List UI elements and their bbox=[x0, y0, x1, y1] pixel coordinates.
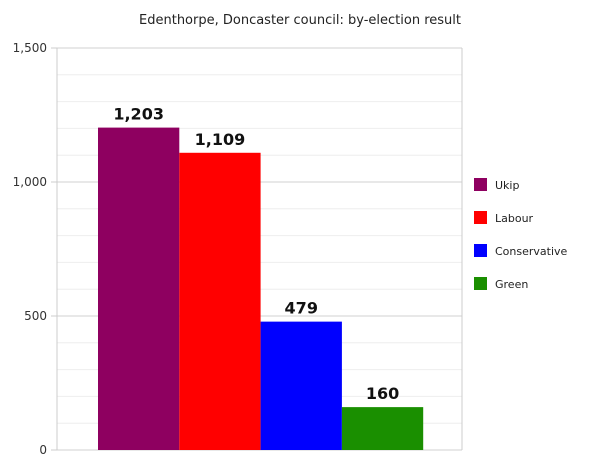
legend-label-ukip: Ukip bbox=[495, 179, 519, 192]
bar-ukip bbox=[98, 127, 180, 450]
data-label-labour: 1,109 bbox=[195, 130, 246, 149]
chart-title: Edenthorpe, Doncaster council: by-electi… bbox=[139, 13, 461, 28]
bars bbox=[98, 127, 424, 450]
legend-swatch-conservative bbox=[474, 244, 487, 257]
legend: Ukip Labour Conservative Green bbox=[474, 178, 568, 291]
data-label-green: 160 bbox=[366, 384, 399, 403]
data-label-ukip: 1,203 bbox=[113, 105, 164, 124]
legend-label-conservative: Conservative bbox=[495, 245, 568, 258]
legend-swatch-ukip bbox=[474, 178, 487, 191]
data-labels: 1,203 1,109 479 160 bbox=[113, 105, 399, 404]
legend-label-labour: Labour bbox=[495, 212, 534, 225]
bar-conservative bbox=[260, 321, 342, 450]
y-tick-label: 1,000 bbox=[13, 175, 47, 189]
y-tick-label: 1,500 bbox=[13, 41, 47, 55]
data-label-conservative: 479 bbox=[285, 299, 318, 318]
legend-swatch-labour bbox=[474, 211, 487, 224]
y-tick-label: 0 bbox=[39, 443, 47, 457]
bar-labour bbox=[179, 152, 261, 450]
legend-label-green: Green bbox=[495, 278, 528, 291]
y-axis: 0 500 1,000 1,500 bbox=[13, 41, 57, 457]
bar-green bbox=[341, 407, 424, 450]
y-tick-label: 500 bbox=[24, 309, 47, 323]
legend-swatch-green bbox=[474, 277, 487, 290]
